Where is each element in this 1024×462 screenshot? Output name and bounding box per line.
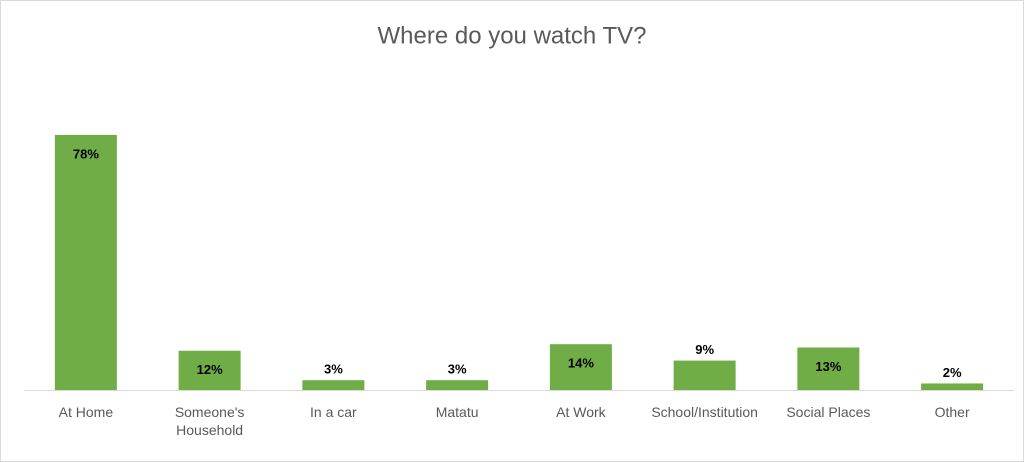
- bar: [673, 360, 736, 390]
- bar: [549, 344, 612, 390]
- bar: [921, 383, 984, 390]
- data-label: 78%: [73, 146, 99, 161]
- x-tick-label: Other: [934, 404, 970, 420]
- x-tick-label: Someone's Household: [174, 404, 245, 438]
- bar: [426, 380, 489, 390]
- bar: [54, 134, 117, 390]
- data-label: 3%: [448, 362, 467, 377]
- data-label: 2%: [943, 365, 962, 380]
- bar: [302, 380, 365, 390]
- x-tick-label: Social Places: [786, 404, 871, 420]
- data-label: 9%: [695, 342, 714, 357]
- x-tick-label: At Work: [556, 404, 606, 420]
- data-label: 12%: [197, 362, 223, 377]
- bar: [797, 347, 860, 390]
- x-tick-label: Matatu: [435, 404, 479, 420]
- x-tick-label: In a car: [310, 404, 357, 420]
- bar: [178, 350, 241, 390]
- x-tick-label: School/Institution: [651, 404, 758, 420]
- x-tick-label: At Home: [58, 404, 114, 420]
- chart-title: Where do you watch TV?: [377, 22, 646, 49]
- data-label: 14%: [568, 356, 594, 371]
- data-label: 13%: [815, 359, 841, 374]
- data-label: 3%: [324, 362, 343, 377]
